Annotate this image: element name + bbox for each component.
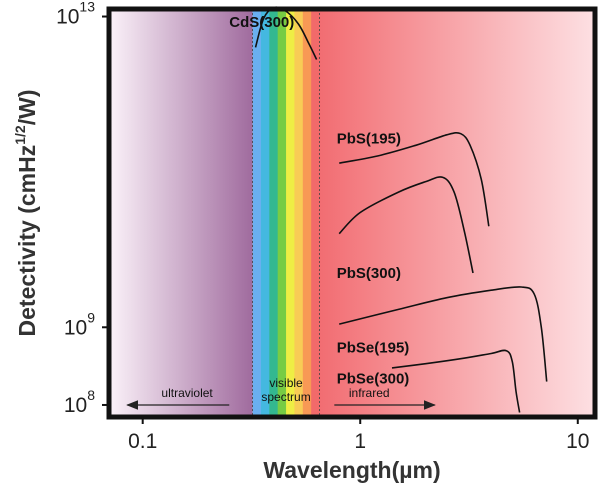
spectrum-band bbox=[294, 9, 304, 417]
spectrum-background bbox=[109, 9, 595, 417]
spectrum-band bbox=[252, 9, 262, 417]
spectrum-band bbox=[302, 9, 312, 417]
ultraviolet-region bbox=[109, 9, 253, 417]
curve-label-pbse-195: PbSe(195) bbox=[337, 339, 410, 356]
infrared-region bbox=[319, 9, 595, 417]
x-tick-label: 1 bbox=[354, 430, 366, 453]
plot-frame bbox=[106, 6, 598, 420]
curve-label-pbs-195: PbS(195) bbox=[337, 130, 401, 147]
y-axis-title: Detectivity (cmHz1/2/W) bbox=[12, 90, 40, 337]
spectrum-band bbox=[286, 9, 296, 417]
y-tick-label: 1013 bbox=[56, 0, 95, 29]
curve-label-cds-300: CdS(300) bbox=[229, 14, 294, 31]
spectrum-band bbox=[277, 9, 287, 417]
visible-label-line2: spectrum bbox=[261, 390, 310, 404]
y-axis-title-tail: /W) bbox=[14, 90, 40, 126]
axis-ticks: 0.1 1 10 1013 109 108 bbox=[56, 0, 589, 453]
curve-pbse-195 bbox=[339, 286, 548, 382]
visible-label-line1: visible bbox=[269, 376, 303, 390]
curve-label-pbs-300: PbS(300) bbox=[337, 265, 401, 282]
curve-pbse-300 bbox=[391, 349, 521, 413]
y-axis-title-sup: 1/2 bbox=[12, 125, 28, 145]
curve-pbs-300 bbox=[338, 176, 474, 274]
spectrum-band bbox=[311, 9, 321, 417]
x-tick-label: 0.1 bbox=[128, 430, 157, 453]
ultraviolet-label: ultraviolet bbox=[161, 386, 213, 400]
infrared-label: infrared bbox=[349, 386, 390, 400]
spectrum-band bbox=[269, 9, 279, 417]
y-tick-label: 108 bbox=[64, 387, 95, 417]
x-axis-title: Wavelength(µm) bbox=[263, 457, 440, 483]
curve-label-pbse-300: PbSe(300) bbox=[337, 370, 410, 387]
spectrum-band bbox=[260, 9, 270, 417]
curve-pbs-195 bbox=[339, 132, 490, 227]
region-dividers bbox=[252, 9, 320, 417]
y-axis-title-main: Detectivity (cmHz bbox=[14, 145, 40, 337]
x-tick-label: 10 bbox=[566, 430, 589, 453]
curve-labels: CdS(300) PbS(195) PbS(300) PbSe(195) PbSe(30… bbox=[229, 14, 409, 387]
y-tick-label: 109 bbox=[64, 309, 95, 339]
